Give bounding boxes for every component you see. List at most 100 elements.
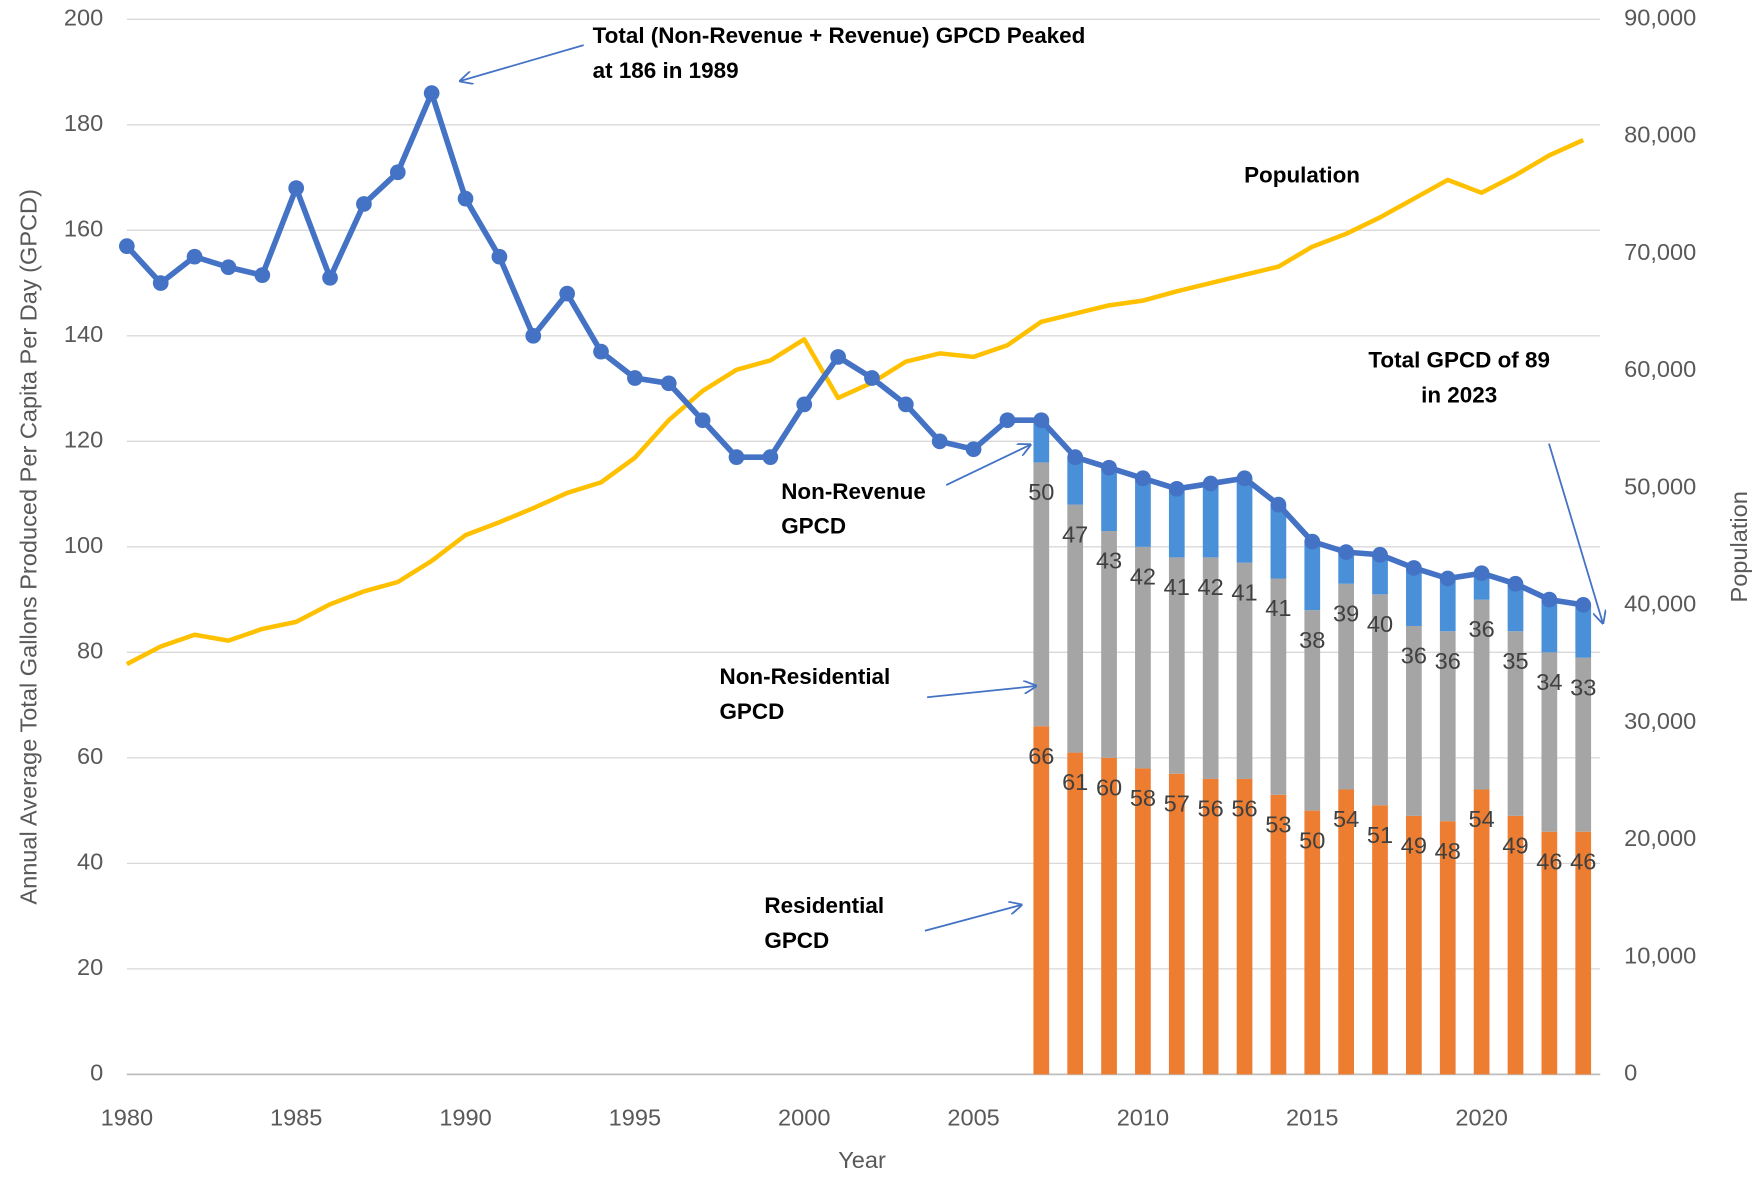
- marker: [389, 164, 406, 181]
- y-tick-label: 160: [64, 216, 103, 242]
- marker: [931, 433, 948, 450]
- marker: [1439, 570, 1456, 587]
- marker: [694, 412, 711, 429]
- data-label: 42: [1198, 574, 1224, 600]
- data-label: 40: [1367, 611, 1393, 637]
- y2-tick-label: 70,000: [1624, 239, 1696, 265]
- bar-segment: [1439, 821, 1456, 1075]
- bar-segment: [1236, 478, 1253, 563]
- marker: [1067, 449, 1084, 466]
- data-label: 56: [1231, 796, 1257, 822]
- bar-segment: [1372, 805, 1388, 1075]
- arrow: [924, 905, 1022, 932]
- y-tick-label: 40: [77, 849, 103, 875]
- marker: [1338, 544, 1354, 560]
- data-label: 41: [1265, 595, 1291, 621]
- marker: [220, 259, 237, 276]
- bar-segment: [1135, 768, 1151, 1075]
- data-label: 33: [1570, 674, 1596, 700]
- grid: [126, 18, 1601, 1076]
- data-label: 50: [1028, 479, 1054, 505]
- bar-segment: [1338, 552, 1354, 584]
- bar-segment: [1439, 631, 1456, 822]
- x-tick-label: 2020: [1455, 1105, 1507, 1131]
- marker: [593, 343, 609, 360]
- marker: [1135, 470, 1151, 487]
- bar-segment: [1236, 562, 1253, 779]
- x-axis-title: Year: [838, 1147, 886, 1173]
- marker: [152, 275, 169, 291]
- marker: [965, 441, 982, 458]
- bar-segment: [1406, 625, 1422, 816]
- marker: [1304, 533, 1321, 550]
- bar-segment: [1338, 583, 1354, 790]
- bar-segment: [1101, 467, 1117, 532]
- bar-segment: [1033, 462, 1050, 727]
- marker: [762, 449, 779, 466]
- y2-tick-label: 40,000: [1624, 591, 1696, 617]
- x-tick-label: 1985: [270, 1105, 322, 1131]
- y-tick-label: 80: [77, 638, 103, 664]
- marker: [660, 375, 677, 392]
- y2-tick-label: 10,000: [1624, 942, 1696, 968]
- marker: [1406, 560, 1422, 576]
- data-label: 39: [1333, 600, 1359, 626]
- arrow: [927, 686, 1036, 699]
- data-label: 58: [1130, 785, 1156, 811]
- bar-segment: [1541, 599, 1558, 653]
- annotation: Total (Non-Revenue + Revenue) GPCD Peake…: [593, 23, 1086, 48]
- data-label: 54: [1469, 806, 1495, 832]
- data-label: 34: [1536, 669, 1562, 695]
- labels: 020406080100120140160180200010,00020,000…: [64, 5, 1696, 1131]
- lines: [118, 85, 1592, 667]
- bar-segment: [1507, 583, 1524, 632]
- marker: [525, 327, 542, 344]
- marker: [627, 370, 643, 386]
- y-tick-label: 200: [64, 5, 103, 31]
- bar-segment: [1304, 541, 1321, 611]
- x-tick-label: 2000: [778, 1105, 830, 1131]
- data-label: 42: [1130, 563, 1156, 589]
- marker: [1372, 546, 1388, 563]
- bar-segment: [1135, 478, 1151, 547]
- annotation: Population: [1244, 162, 1360, 187]
- marker: [999, 412, 1016, 429]
- bar-segment: [1372, 554, 1388, 595]
- data-label: 41: [1231, 579, 1257, 605]
- annotation: GPCD: [764, 928, 829, 953]
- annotation: at 186 in 1989: [593, 58, 739, 83]
- bar-segment: [1033, 726, 1050, 1075]
- x-tick-label: 1995: [609, 1105, 661, 1131]
- data-label: 61: [1062, 769, 1088, 795]
- bar-segment: [1168, 557, 1185, 774]
- arrow: [1548, 443, 1603, 624]
- x-tick-label: 2005: [947, 1105, 999, 1131]
- bars: [1033, 420, 1592, 1075]
- data-label: 41: [1164, 574, 1190, 600]
- y-tick-label: 20: [77, 954, 103, 980]
- bar-segment: [1236, 778, 1253, 1075]
- bar-segment: [1507, 631, 1524, 816]
- bar-segment: [1507, 815, 1524, 1075]
- bar-segment: [1135, 546, 1151, 769]
- marker: [1101, 459, 1117, 476]
- annotation: GPCD: [781, 514, 846, 539]
- y2-tick-label: 0: [1624, 1060, 1637, 1086]
- bar-segment: [1575, 604, 1592, 658]
- marker: [864, 370, 880, 386]
- annotation: in 2023: [1421, 382, 1497, 407]
- bar-segment: [1473, 789, 1490, 1075]
- marker: [559, 285, 575, 302]
- bar-segment: [1101, 757, 1117, 1075]
- y2-tick-label: 80,000: [1624, 122, 1696, 148]
- bar-segment: [1101, 531, 1117, 758]
- bar-segment: [1575, 657, 1592, 832]
- y-tick-label: 120: [64, 427, 103, 453]
- marker: [830, 349, 846, 365]
- bar-segment: [1202, 483, 1219, 558]
- marker: [1473, 565, 1490, 582]
- bar-segment: [1067, 752, 1084, 1075]
- data-label: 46: [1570, 848, 1596, 874]
- data-label: 36: [1401, 643, 1427, 669]
- marker: [1270, 496, 1287, 513]
